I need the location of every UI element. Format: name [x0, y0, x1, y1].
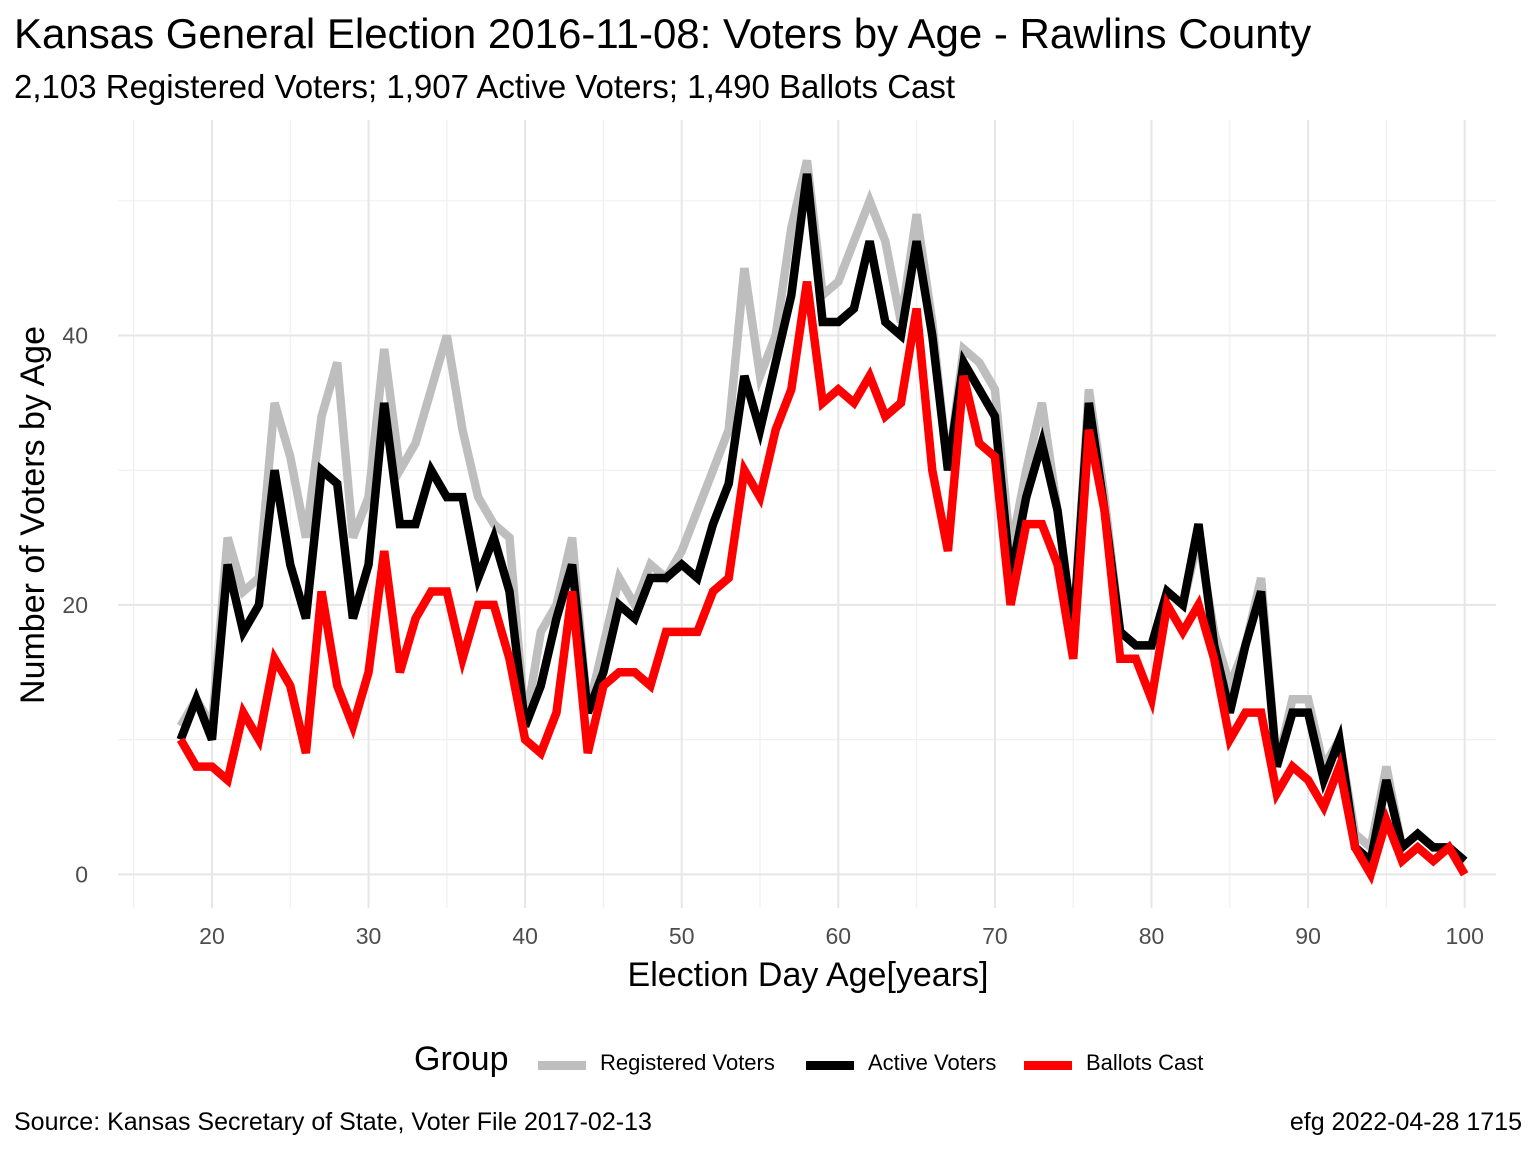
x-tick-label: 20: [199, 923, 225, 949]
legend-title: Group: [414, 1040, 509, 1078]
line-chart: 20 30 40 50 60 70 80 90 100 0 20 40 Election Day A…: [14, 120, 1496, 994]
x-tick-label: 50: [669, 923, 695, 949]
x-axis-title: Election Day Age[years]: [628, 956, 989, 994]
chart-title: Kansas General Election 2016-11-08: Vote…: [14, 10, 1312, 57]
source-caption: Source: Kansas Secretary of State, Voter…: [14, 1108, 652, 1136]
series-line-ballots-cast: [176, 281, 1469, 886]
credit-caption: efg 2022-04-28 1715: [1289, 1108, 1522, 1136]
x-tick-label: 70: [982, 923, 1008, 949]
y-axis-ticks: 0 20 40: [62, 323, 88, 888]
legend-swatch-ballots: [1024, 1061, 1072, 1070]
x-tick-label: 100: [1445, 923, 1483, 949]
series-line-active-voters: [176, 173, 1468, 869]
legend-label-ballots: Ballots Cast: [1086, 1050, 1204, 1075]
x-tick-label: 80: [1139, 923, 1165, 949]
y-tick-label: 40: [62, 323, 88, 349]
minor-gridlines: [118, 120, 1496, 908]
series-lines: [176, 159, 1469, 886]
legend-swatch-active: [806, 1061, 854, 1070]
major-gridlines: [118, 120, 1496, 908]
x-tick-label: 60: [826, 923, 852, 949]
chart-subtitle: 2,103 Registered Voters; 1,907 Active Vo…: [14, 68, 956, 105]
x-tick-label: 40: [512, 923, 538, 949]
x-tick-label: 30: [356, 923, 382, 949]
legend: Group Registered Voters Active Voters Ba…: [0, 1040, 1536, 1084]
legend-swatch-registered: [538, 1061, 586, 1070]
legend-label-active: Active Voters: [868, 1050, 997, 1075]
y-tick-label: 0: [75, 861, 88, 887]
legend-label-registered: Registered Voters: [600, 1050, 775, 1075]
x-tick-label: 90: [1295, 923, 1321, 949]
y-axis-title: Number of Voters by Age: [14, 326, 52, 704]
x-axis-ticks: 20 30 40 50 60 70 80 90 100: [199, 923, 1484, 949]
y-tick-label: 20: [62, 592, 88, 618]
